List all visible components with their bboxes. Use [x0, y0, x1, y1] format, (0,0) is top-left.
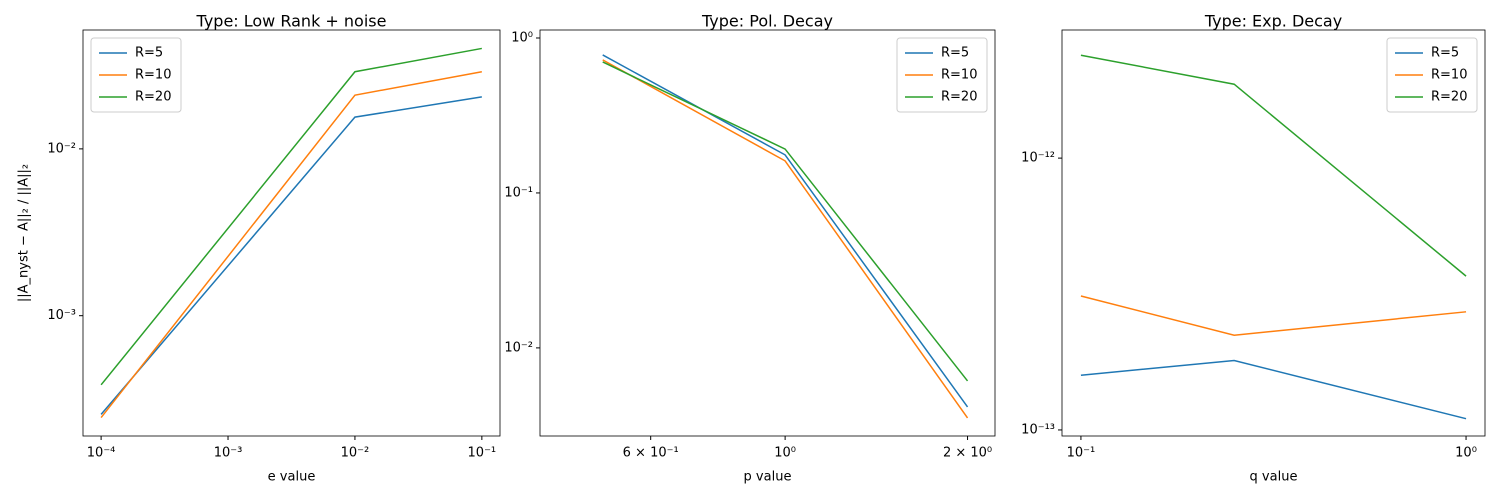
series-line — [1080, 359, 1467, 420]
legend-label: R=5 — [135, 46, 163, 61]
legend: R=5 R=10 R=20 — [90, 37, 182, 113]
x-axis-label: q value — [1250, 470, 1298, 485]
legend-label: R=5 — [1431, 46, 1459, 61]
series-line — [602, 61, 969, 382]
y-tick-label: 10⁻² — [47, 141, 76, 156]
legend-label: R=10 — [135, 68, 171, 83]
legend-label: R=20 — [135, 90, 171, 105]
plot-frame — [1061, 29, 1486, 437]
y-tick-label: 10⁻¹² — [1021, 151, 1055, 166]
series-line — [602, 59, 969, 419]
x-tick-label: 10⁰ — [1455, 446, 1477, 461]
legend-label: R=10 — [1431, 68, 1467, 83]
series-line — [602, 54, 969, 408]
legend: R=5 R=10 R=20 — [1386, 37, 1478, 113]
y-tick-label: 10⁻¹³ — [1021, 422, 1055, 437]
series-line — [1080, 295, 1467, 337]
x-tick-label: 10⁻⁴ — [87, 446, 116, 461]
y-tick-label: 10⁻³ — [47, 308, 76, 323]
legend-box — [1386, 37, 1478, 113]
x-tick-label: 10⁰ — [774, 446, 796, 461]
x-tick-label: 2 × 10⁰ — [943, 446, 992, 461]
legend-label: R=10 — [941, 68, 977, 83]
x-tick-label: 10⁻² — [341, 446, 370, 461]
legend-box — [90, 37, 182, 113]
x-tick-label: 10⁻³ — [214, 446, 243, 461]
x-axis-label: p value — [744, 470, 792, 485]
series-line — [100, 47, 482, 386]
plot-frame — [539, 29, 996, 437]
y-tick-label: 10⁰ — [511, 30, 533, 45]
x-tick-label: 10⁻¹ — [468, 446, 497, 461]
chart-title: Type: Exp. Decay — [1204, 12, 1342, 31]
plot-frame — [82, 29, 501, 437]
series-line — [100, 71, 482, 419]
legend-label: R=5 — [941, 46, 969, 61]
chart-title: Type: Low Rank + noise — [196, 12, 387, 31]
legend-box — [896, 37, 988, 113]
x-axis-label: e value — [268, 470, 316, 485]
chart-title: Type: Pol. Decay — [701, 12, 833, 31]
y-tick-label: 10⁻² — [504, 340, 533, 355]
y-tick-label: 10⁻¹ — [504, 185, 533, 200]
x-tick-label: 6 × 10⁻¹ — [623, 446, 679, 461]
x-tick-label: 10⁻¹ — [1067, 446, 1096, 461]
y-axis-label: ||A_nyst − A||₂ / ||A||₂ — [17, 164, 32, 302]
series-line — [1080, 54, 1467, 277]
series-line — [100, 96, 482, 415]
legend-label: R=20 — [1431, 90, 1467, 105]
legend-label: R=20 — [941, 90, 977, 105]
legend: R=5 R=10 R=20 — [896, 37, 988, 113]
